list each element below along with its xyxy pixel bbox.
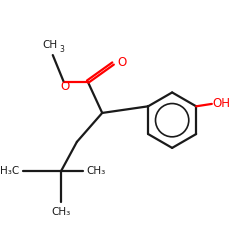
Text: CH₃: CH₃ <box>52 207 71 217</box>
Text: O: O <box>60 80 70 94</box>
Text: OH: OH <box>212 98 230 110</box>
Text: H₃C: H₃C <box>0 166 20 176</box>
Text: O: O <box>118 56 127 69</box>
Text: CH₃: CH₃ <box>86 166 106 176</box>
Text: 3: 3 <box>60 45 64 54</box>
Text: CH: CH <box>43 40 58 50</box>
